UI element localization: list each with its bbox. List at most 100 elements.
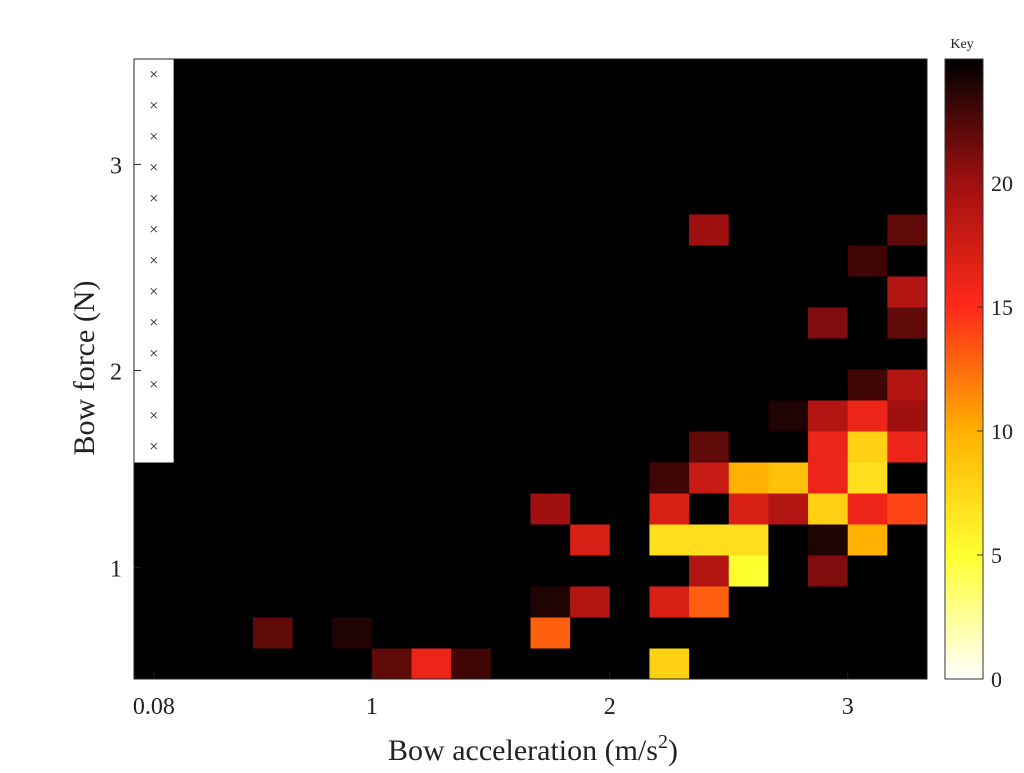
heatmap-cell (649, 648, 690, 680)
heatmap-cell (173, 648, 214, 680)
heatmap-cell (728, 276, 769, 308)
heatmap-cell (847, 214, 888, 246)
heatmap-cell (332, 276, 373, 308)
heatmap-cell (173, 369, 214, 401)
heatmap-cell (332, 617, 373, 649)
heatmap-cell (530, 307, 571, 339)
heatmap-cell (451, 183, 492, 215)
heatmap-cell (570, 586, 611, 618)
heatmap-cell (173, 431, 214, 463)
heatmap-cell (689, 431, 730, 463)
heatmap-cell (887, 307, 928, 339)
heatmap-cell (213, 617, 254, 649)
heatmap-cell (887, 431, 928, 463)
heatmap-cell (213, 524, 254, 556)
empty-cell (134, 183, 175, 215)
heatmap-cell (451, 431, 492, 463)
heatmap-cell (649, 183, 690, 215)
heatmap-cell (570, 617, 611, 649)
heatmap-cell (887, 493, 928, 525)
heatmap-cell (292, 307, 333, 339)
heatmap-cell (490, 307, 531, 339)
heatmap-cell (728, 307, 769, 339)
heatmap-cell (689, 586, 730, 618)
heatmap-cell (609, 617, 650, 649)
heatmap-cell (173, 214, 214, 246)
heatmap-cell (887, 183, 928, 215)
heatmap-cell (411, 555, 452, 587)
heatmap-cell (808, 183, 849, 215)
heatmap-cell (411, 586, 452, 618)
empty-cell (134, 59, 175, 91)
heatmap-cell (609, 586, 650, 618)
heatmap-cell (371, 152, 413, 184)
heatmap-cell (808, 586, 849, 618)
heatmap-cell (490, 276, 531, 308)
heatmap-cell (173, 524, 214, 556)
excluded-marker: × (149, 439, 158, 456)
heatmap-cell (213, 338, 254, 370)
heatmap-cell (570, 555, 611, 587)
heatmap-cell (371, 617, 413, 649)
heatmap-cell (649, 59, 690, 91)
heatmap-cell (570, 493, 611, 525)
excluded-marker: × (149, 191, 158, 208)
heatmap-cell (570, 276, 611, 308)
heatmap-cell (530, 369, 571, 401)
heatmap-cell (371, 648, 413, 680)
heatmap-cell (252, 276, 294, 308)
heatmap-cell (134, 493, 175, 525)
excluded-marker: × (149, 67, 158, 84)
heatmap-cell (847, 555, 888, 587)
heatmap-cell (292, 617, 333, 649)
heatmap-cell (371, 183, 413, 215)
colorbar-tick-label: 20 (991, 171, 1013, 196)
heatmap-cell (649, 90, 690, 122)
heatmap-cell (768, 90, 809, 122)
heatmap-cell (451, 59, 492, 91)
heatmap-cell (490, 59, 531, 91)
heatmap-cell (728, 648, 769, 680)
heatmap-cell (609, 462, 650, 494)
heatmap-cell (490, 462, 531, 494)
heatmap-cell (332, 462, 373, 494)
heatmap-cell (411, 121, 452, 153)
heatmap-cell (451, 524, 492, 556)
heatmap-cell (808, 400, 849, 432)
heatmap-cell (451, 369, 492, 401)
heatmap-cell (332, 90, 373, 122)
heatmap-cell (847, 338, 888, 370)
heatmap-cell (530, 183, 571, 215)
heatmap-cell (609, 214, 650, 246)
empty-cell (134, 152, 175, 184)
heatmap-cell (411, 152, 452, 184)
heatmap-cell (451, 617, 492, 649)
heatmap-cell (292, 121, 333, 153)
heatmap-cell (808, 617, 849, 649)
heatmap-cell (252, 214, 294, 246)
heatmap-cell (411, 59, 452, 91)
heatmap-cell (689, 59, 730, 91)
heatmap-cell (292, 276, 333, 308)
heatmap-cell (808, 462, 849, 494)
empty-cell (134, 307, 175, 339)
heatmap-cell (649, 493, 690, 525)
heatmap-cell (173, 152, 214, 184)
heatmap-cell (847, 276, 888, 308)
heatmap-cell (490, 524, 531, 556)
heatmap-cell (570, 369, 611, 401)
heatmap-cell (689, 152, 730, 184)
heatmap-cell (252, 431, 294, 463)
heatmap-cell (371, 338, 413, 370)
heatmap-cell (332, 524, 373, 556)
heatmap-cell (887, 617, 928, 649)
heatmap-cell (490, 555, 531, 587)
heatmap-cell (411, 183, 452, 215)
heatmap-cell (609, 307, 650, 339)
heatmap-cell (570, 338, 611, 370)
empty-cell (134, 276, 175, 308)
heatmap-cell (332, 152, 373, 184)
heatmap-cell (689, 121, 730, 153)
heatmap-cell (173, 617, 214, 649)
heatmap-cell (292, 555, 333, 587)
